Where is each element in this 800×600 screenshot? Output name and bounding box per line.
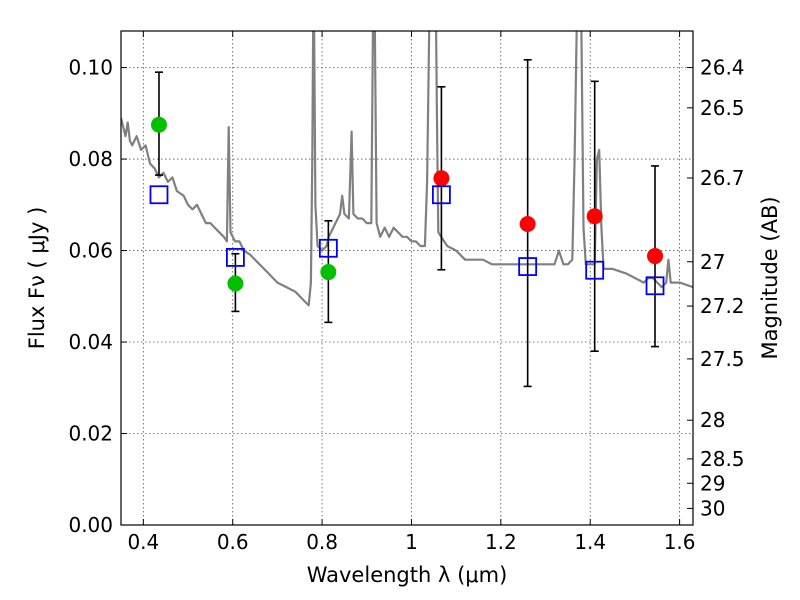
magnitude-tick-label: 28.5 — [700, 447, 745, 471]
model-photometry-square — [432, 185, 451, 205]
model-photometry-square — [225, 248, 245, 267]
magnitude-tick-label: 28 — [700, 408, 725, 432]
flux-point — [647, 248, 664, 265]
magnitude-axis-label: Magnitude (AB) — [758, 196, 782, 359]
x-tick-label: 1.4 — [574, 530, 606, 554]
flux-point — [320, 264, 337, 281]
y-tick-label: 0.04 — [68, 330, 113, 354]
magnitude-tick-label: 29 — [700, 471, 725, 495]
spectrum-line — [121, 31, 693, 307]
magnitude-tick-label: 26.4 — [700, 56, 745, 80]
model-photometry-square — [149, 185, 169, 205]
y-axis: 0.00 0.02 0.04 0.06 0.08 0.10 — [68, 56, 127, 537]
x-tick-label: 0.8 — [306, 530, 338, 554]
marker-layer — [149, 116, 665, 296]
model-photometry-square — [518, 257, 538, 276]
x-tick-label: 1.6 — [664, 530, 696, 554]
flux-point — [227, 275, 244, 292]
flux-point — [586, 208, 603, 225]
x-tick-label: 1 — [405, 530, 418, 554]
spectrum-layer — [121, 31, 693, 307]
y-tick-label: 0.02 — [68, 422, 113, 446]
magnitude-tick-label: 27.5 — [700, 347, 745, 371]
x-tick-label: 0.6 — [217, 530, 249, 554]
y-tick-label: 0.00 — [68, 513, 113, 537]
flux-point — [519, 216, 536, 233]
plot-area — [121, 31, 693, 525]
magnitude-tick-label: 26.7 — [700, 166, 745, 190]
x-tick-label: 0.4 — [127, 530, 159, 554]
x-axis: 0.4 0.6 0.8 1 1.2 1.4 1.6 — [127, 31, 696, 554]
magnitude-tick-label: 30 — [700, 496, 725, 520]
flux-point — [433, 170, 450, 187]
magnitude-tick-label: 27 — [700, 250, 725, 274]
y-tick-label: 0.08 — [68, 147, 113, 171]
magnitude-tick-label: 27.2 — [700, 294, 745, 318]
x-axis-label: Wavelength λ (μm) — [307, 563, 508, 587]
y-tick-label: 0.06 — [68, 239, 113, 263]
x-tick-label: 1.2 — [485, 530, 517, 554]
model-photometry-square — [585, 260, 605, 280]
magnitude-tick-label: 26.5 — [700, 96, 745, 120]
y-tick-label: 0.10 — [68, 56, 113, 80]
plot-frame — [120, 30, 694, 526]
flux-point — [150, 116, 167, 133]
model-photometry-square — [318, 238, 338, 258]
y-axis-label: Flux Fν ( μJy ) — [25, 207, 49, 350]
model-photometry-square — [645, 276, 665, 296]
